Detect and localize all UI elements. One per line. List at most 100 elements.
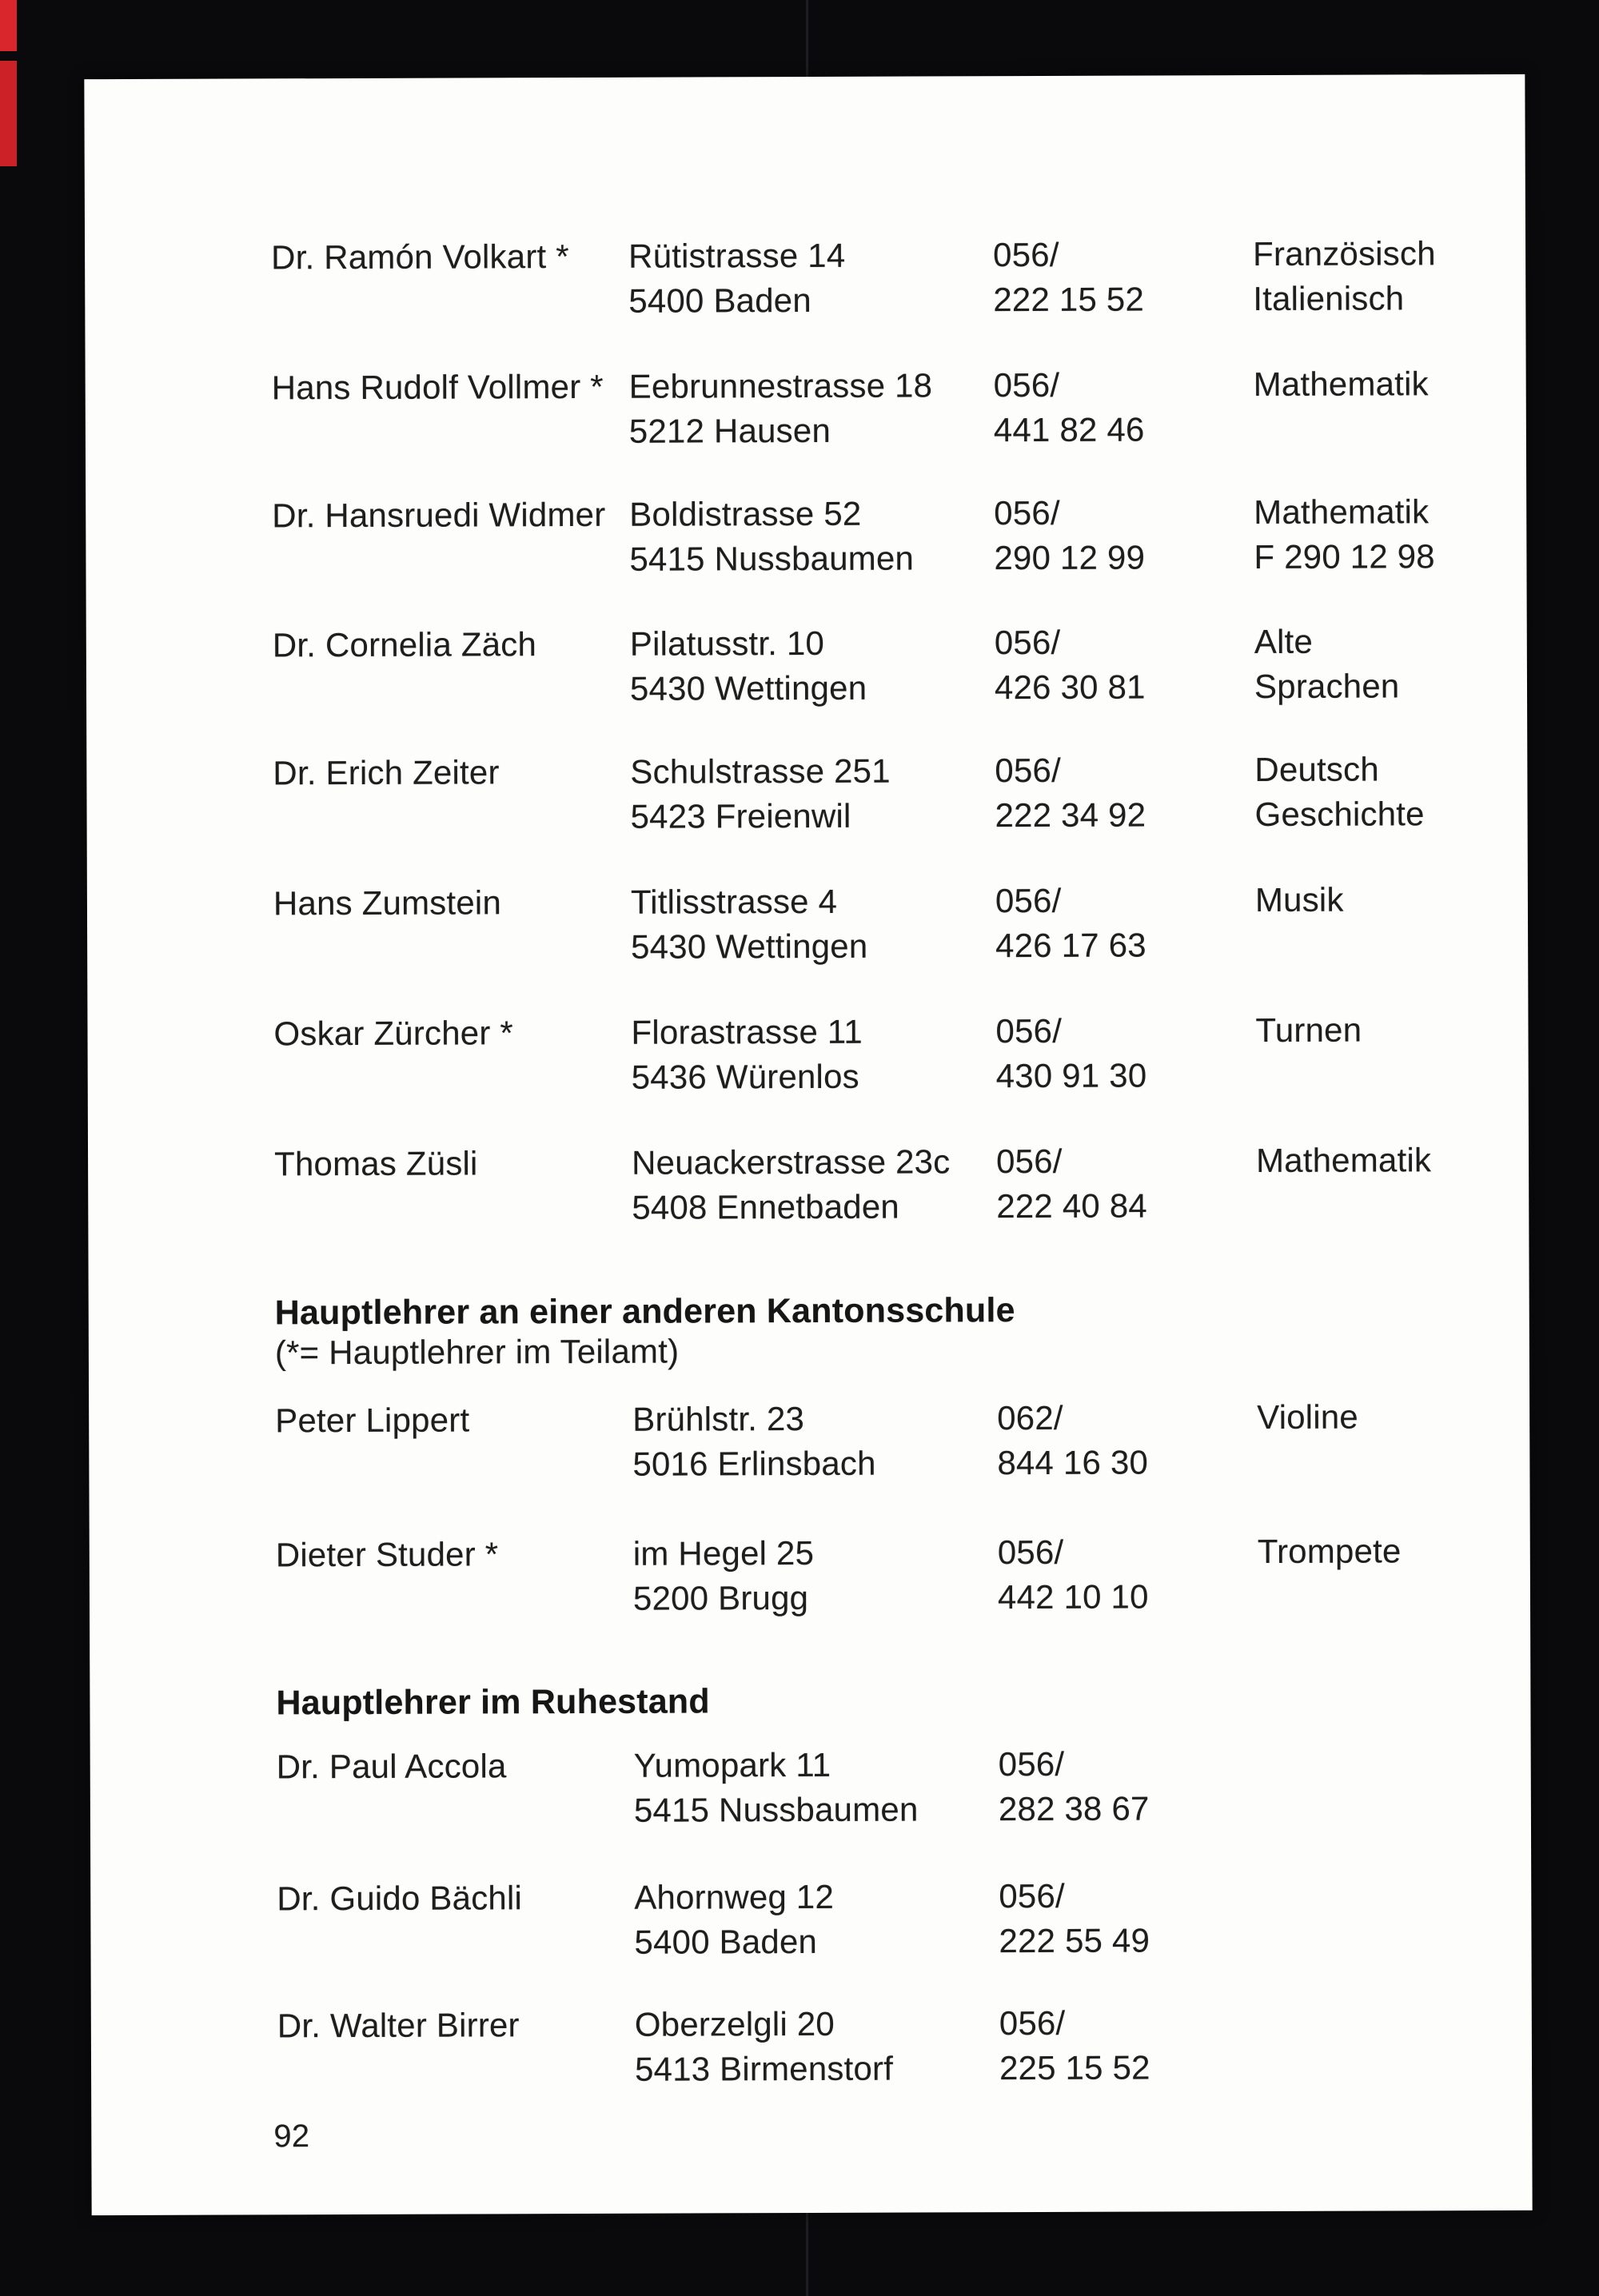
phone-prefix: 056/ [994, 623, 1061, 662]
teacher-address: Florastrasse 11 5436 Würenlos [631, 1010, 863, 1100]
red-edge-mark-bottom [0, 61, 17, 166]
teacher-phone: 056/ 426 17 63 [995, 879, 1146, 969]
phone-prefix: 056/ [993, 235, 1059, 274]
street: Rütistrasse 14 [628, 236, 846, 275]
subject-line1: Deutsch [1254, 750, 1379, 789]
teacher-name: Thomas Züsli [273, 1144, 478, 1183]
phone-number: 442 10 10 [997, 1577, 1149, 1616]
directory-entry: Thomas Züsli Neuackerstrasse 23c 5408 En… [88, 1138, 1529, 1238]
street: Brühlstr. 23 [632, 1400, 805, 1438]
phone-prefix: 056/ [995, 1011, 1063, 1050]
teacher-name: Peter Lippert [275, 1401, 470, 1440]
teacher-phone: 056/ 426 30 81 [995, 620, 1146, 711]
teacher-address: Pilatusstr. 10 5430 Wettingen [630, 621, 867, 712]
city: 5408 Ennetbaden [632, 1187, 900, 1226]
teacher-address: Ahornweg 12 5400 Baden [634, 1875, 834, 1965]
backdrop-crease-bottom [806, 2211, 808, 2296]
city: 5436 Würenlos [631, 1057, 859, 1096]
phone-number: 844 16 30 [997, 1443, 1149, 1482]
section-heading: Hauptlehrer an einer anderen Kantonsschu… [274, 1291, 1015, 1333]
subject-line1: Musik [1254, 880, 1344, 919]
teacher-phone: 056/ 430 91 30 [995, 1009, 1146, 1099]
directory-entry: Dieter Studer * im Hegel 25 5200 Brugg 0… [90, 1529, 1530, 1629]
section-footnote: (*= Hauptlehrer im Teilamt) [274, 1332, 680, 1372]
city: 5016 Erlinsbach [632, 1444, 876, 1483]
street: Pilatusstr. 10 [629, 624, 825, 663]
teacher-phone: 056/ 222 55 49 [999, 1874, 1150, 1964]
directory-entry: Dr. Walter Birrer Oberzelgli 20 5413 Bir… [91, 1999, 1532, 2100]
backdrop-crease-top [806, 0, 808, 80]
phone-number: 426 30 81 [994, 668, 1146, 707]
teacher-address: Brühlstr. 23 5016 Erlinsbach [632, 1397, 876, 1487]
teacher-name: Dr. Walter Birrer [277, 2006, 520, 2045]
teacher-name: Dr. Paul Accola [276, 1747, 507, 1786]
subject-line1: Mathematik [1255, 1141, 1432, 1180]
teacher-subjects: Trompete [1258, 1529, 1402, 1574]
phone-number: 225 15 52 [999, 2048, 1150, 2087]
directory-entry: Dr. Guido Bächli Ahornweg 12 5400 Baden … [90, 1872, 1531, 1973]
scanned-page: Dr. Ramón Volkart * Rütistrasse 14 5400 … [84, 74, 1533, 2216]
teacher-phone: 056/ 290 12 99 [994, 491, 1145, 581]
teacher-name: Dr. Guido Bächli [277, 1879, 523, 1918]
directory-entry: Dr. Ramón Volkart * Rütistrasse 14 5400 … [85, 231, 1525, 332]
directory-entry: Oskar Zürcher * Florastrasse 11 5436 Wür… [87, 1007, 1528, 1108]
teacher-phone: 056/ 222 34 92 [995, 748, 1146, 839]
teacher-subjects: Mathematik [1256, 1138, 1431, 1183]
teacher-phone: 056/ 222 15 52 [993, 233, 1144, 323]
teacher-phone: 062/ 844 16 30 [997, 1396, 1148, 1486]
teacher-subjects: Turnen [1255, 1008, 1362, 1053]
phone-prefix: 056/ [994, 493, 1060, 532]
subject-line2: Italienisch [1253, 279, 1405, 318]
teacher-subjects: Violine [1257, 1395, 1358, 1440]
teacher-name: Dr. Cornelia Zäch [272, 625, 537, 664]
teacher-address: Rütistrasse 14 5400 Baden [628, 233, 846, 324]
city: 5430 Wettingen [631, 927, 868, 966]
street: im Hegel 25 [632, 1533, 815, 1573]
teacher-name: Dieter Studer * [275, 1535, 499, 1574]
directory-entry: Hans Zumstein Titlisstrasse 4 5430 Wetti… [87, 877, 1528, 978]
teacher-address: Neuackerstrasse 23c 5408 Ennetbaden [632, 1139, 951, 1230]
street: Schulstrasse 251 [630, 751, 891, 791]
teacher-subjects: Französisch Italienisch [1253, 231, 1436, 321]
directory-entry: Peter Lippert Brühlstr. 23 5016 Erlinsba… [89, 1394, 1529, 1495]
city: 5212 Hausen [628, 411, 831, 450]
subject-line1: Alte [1254, 622, 1314, 661]
phone-number: 222 34 92 [995, 795, 1146, 835]
street: Yumopark 11 [633, 1745, 831, 1784]
subject-line1: Mathematik [1253, 365, 1429, 404]
street: Oberzelgli 20 [634, 2004, 835, 2043]
phone-prefix: 056/ [998, 1744, 1065, 1784]
teacher-phone: 056/ 222 40 84 [996, 1139, 1147, 1230]
city: 5415 Nussbaumen [633, 1790, 919, 1829]
directory-entry: Dr. Paul Accola Yumopark 11 5415 Nussbau… [90, 1740, 1531, 1841]
teacher-subjects: Deutsch Geschichte [1254, 747, 1424, 837]
phone-number: 290 12 99 [994, 538, 1146, 577]
teacher-name: Dr. Erich Zeiter [273, 753, 500, 792]
city: 5200 Brugg [632, 1579, 809, 1617]
phone-number: 426 17 63 [995, 926, 1146, 965]
phone-number: 222 55 49 [999, 1921, 1150, 1960]
teacher-address: Yumopark 11 5415 Nussbaumen [634, 1743, 919, 1833]
teacher-address: im Hegel 25 5200 Brugg [633, 1531, 815, 1621]
subject-line2: Geschichte [1254, 795, 1425, 834]
subject-line1: Französisch [1253, 234, 1436, 273]
city: 5413 Birmenstorf [634, 2049, 894, 2088]
phone-prefix: 056/ [995, 881, 1062, 920]
subject-line2: Sprachen [1254, 667, 1400, 706]
directory-entry: Hans Rudolf Vollmer * Eebrunnestrasse 18… [86, 361, 1526, 462]
phone-number: 282 38 67 [998, 1789, 1150, 1828]
phone-number: 222 40 84 [996, 1186, 1148, 1226]
street: Ahornweg 12 [634, 1877, 835, 1916]
street: Neuackerstrasse 23c [631, 1142, 951, 1182]
city: 5430 Wettingen [629, 668, 867, 708]
subject-line2: F 290 12 98 [1254, 537, 1435, 576]
phone-number: 441 82 46 [993, 410, 1145, 449]
phone-number: 222 15 52 [993, 280, 1145, 319]
city: 5423 Freienwil [630, 796, 851, 835]
teacher-name: Dr. Hansruedi Widmer [272, 495, 606, 535]
teacher-address: Titlisstrasse 4 5430 Wettingen [631, 879, 868, 970]
teacher-subjects: Musik [1255, 878, 1344, 923]
city: 5400 Baden [634, 1922, 818, 1961]
phone-prefix: 056/ [995, 751, 1061, 790]
teacher-subjects: Alte Sprachen [1254, 619, 1400, 709]
